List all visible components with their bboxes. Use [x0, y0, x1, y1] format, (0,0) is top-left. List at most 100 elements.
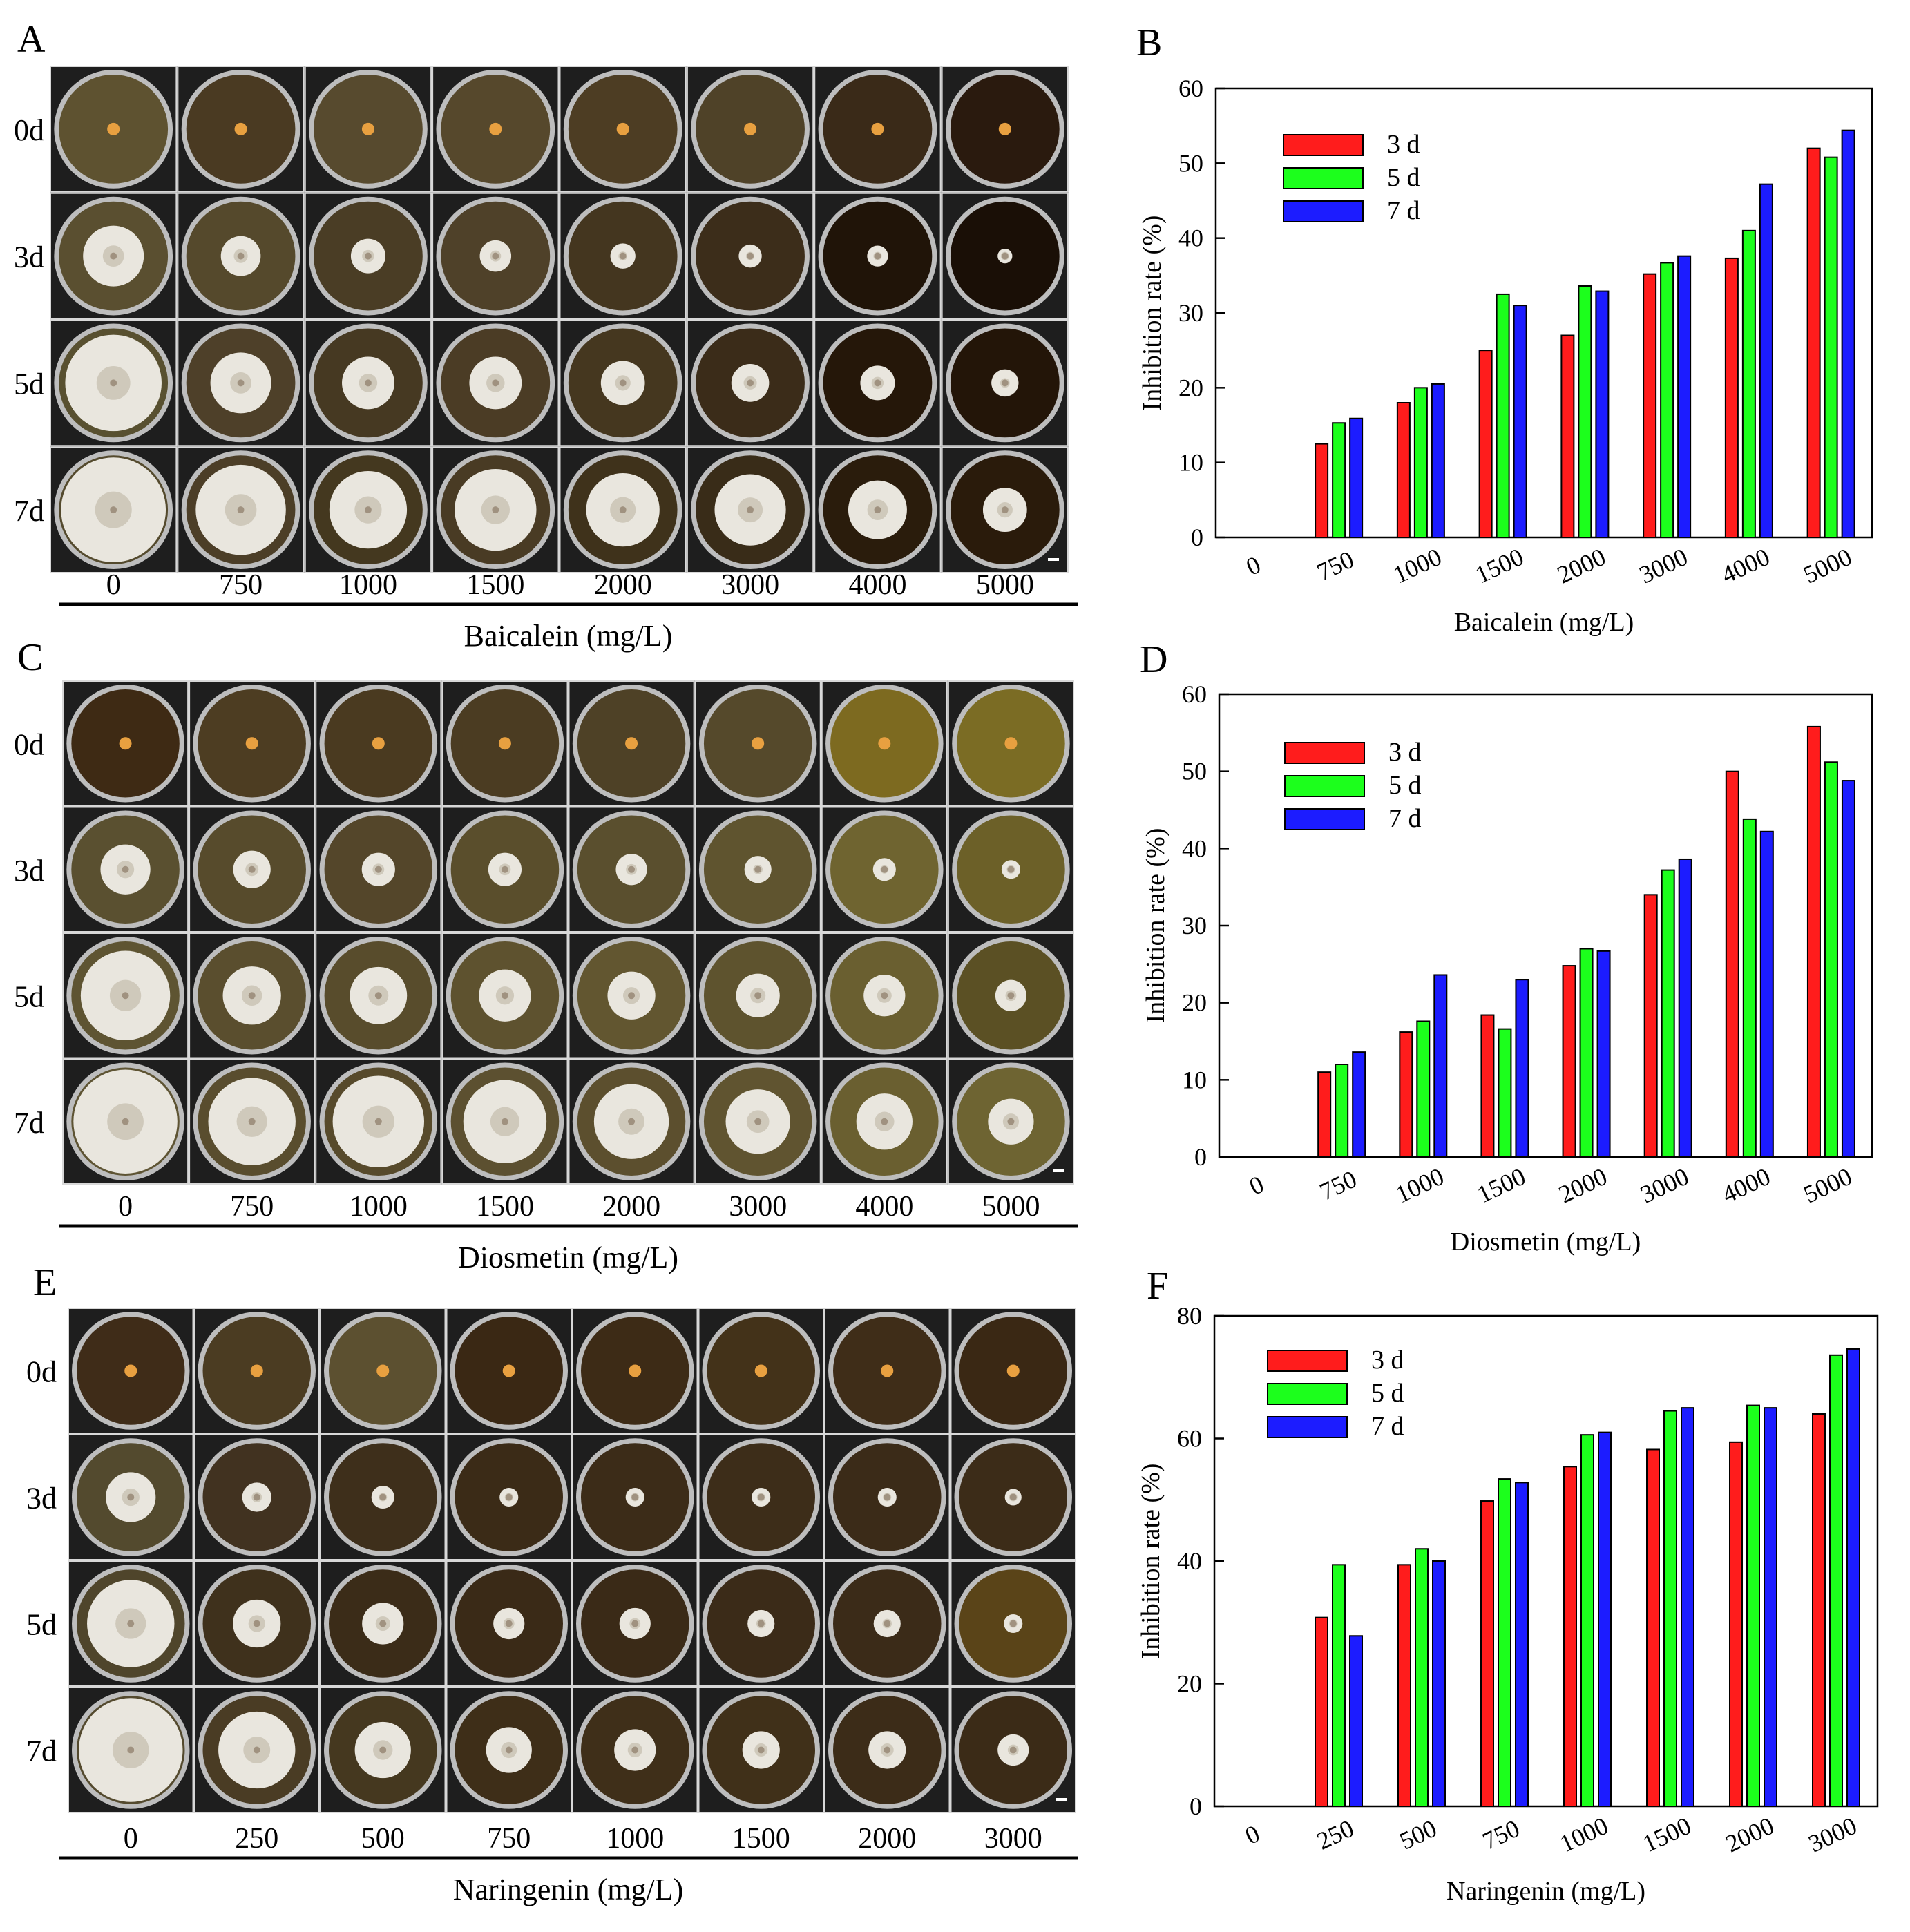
- inoculum-plug: [237, 506, 245, 514]
- inoculum-plug: [881, 1118, 888, 1125]
- concentration-label: 2000: [602, 1191, 660, 1223]
- bar-3d-5000: [1806, 147, 1821, 538]
- x-tick-label: 1000: [1389, 543, 1446, 589]
- photo-panel-A: A 0d 3d 5d 7d 0 750 1000 1500 2000 3000 4000 5000 Bai…: [14, 18, 1078, 653]
- inoculum-plug: [364, 379, 372, 387]
- inoculum-plug: [501, 992, 508, 1000]
- day-row-label: 5d: [14, 979, 44, 1013]
- y-tick-label: 20: [1178, 374, 1203, 401]
- inoculum-plug: [110, 252, 117, 260]
- x-tick-label: 1500: [1471, 543, 1527, 589]
- bar-3d-2000: [1560, 334, 1575, 538]
- concentration-label: 0: [106, 569, 121, 601]
- inoculum-plug: [752, 737, 765, 750]
- legend-label: 3 d: [1387, 130, 1420, 159]
- inoculum-plug: [489, 122, 502, 135]
- y-tick-label: 60: [1177, 1425, 1202, 1453]
- concentration-label: 1500: [732, 1823, 790, 1855]
- bar-5d-1000: [1416, 1020, 1431, 1158]
- x-tick-label: 2000: [1721, 1812, 1778, 1858]
- y-tick-label: 30: [1182, 912, 1207, 939]
- x-tick-label: 3000: [1635, 543, 1692, 589]
- inoculum-plug: [379, 1493, 387, 1501]
- x-tick-label: 0: [1241, 1819, 1263, 1850]
- x-tick-label: 3000: [1804, 1812, 1861, 1858]
- bar-5d-4000: [1742, 818, 1757, 1158]
- inoculum-plug: [1007, 1118, 1015, 1125]
- concentration-label: 0: [124, 1823, 138, 1855]
- y-tick-label: 40: [1177, 1547, 1202, 1575]
- inoculum-plug: [884, 1493, 891, 1501]
- bar-7d-3000: [1846, 1348, 1860, 1808]
- x-axis-title: Naringenin (mg/L): [453, 1873, 684, 1906]
- inoculum-plug: [625, 737, 638, 750]
- bar-5d-2000: [1578, 285, 1592, 538]
- concentration-label: 5000: [976, 569, 1034, 601]
- bar-7d-1000: [1598, 1431, 1612, 1807]
- concentration-label: 4000: [855, 1191, 913, 1223]
- inoculum-plug: [754, 992, 762, 1000]
- y-tick-label: 10: [1182, 1066, 1207, 1093]
- bar-3d-750: [1315, 443, 1329, 538]
- day-row-label: 0d: [14, 113, 44, 147]
- inoculum-plug: [127, 1493, 135, 1501]
- inoculum-plug: [372, 737, 385, 750]
- day-row-label: 3d: [14, 854, 44, 888]
- x-tick-label: 5000: [1799, 1163, 1856, 1209]
- inoculum-plug: [119, 737, 132, 750]
- panel-letter-F: F: [1147, 1265, 1168, 1308]
- day-row-label: 3d: [14, 240, 44, 274]
- legend-swatch: [1284, 775, 1365, 797]
- y-axis-title: Inhibition rate (%): [1138, 216, 1167, 411]
- inoculum-plug: [124, 1364, 137, 1377]
- inoculum-plug: [1007, 865, 1015, 873]
- legend-swatch: [1284, 808, 1365, 830]
- x-tick-label: 1000: [1556, 1812, 1612, 1858]
- bar-7d-4000: [1759, 183, 1773, 538]
- day-row-label: 7d: [14, 1106, 44, 1140]
- inoculum-plug: [628, 865, 636, 873]
- x-tick-label: 0: [1242, 551, 1265, 581]
- concentration-label: 3000: [729, 1191, 787, 1223]
- inoculum-plug: [122, 865, 129, 873]
- inoculum-plug: [1009, 1746, 1017, 1754]
- x-axis-title: Baicalein (mg/L): [464, 619, 673, 653]
- inoculum-plug: [757, 1620, 765, 1627]
- legend-label: 5 d: [1388, 771, 1422, 800]
- legend-swatch: [1284, 742, 1365, 764]
- bar-3d-2000: [1562, 965, 1576, 1158]
- bar-7d-500: [1432, 1560, 1446, 1807]
- bar-3d-3000: [1812, 1413, 1826, 1807]
- y-tick-label: 50: [1182, 758, 1207, 785]
- y-tick-label: 40: [1178, 224, 1203, 252]
- bar-5d-750: [1332, 422, 1346, 538]
- inoculum-plug: [505, 1620, 513, 1627]
- inoculum-plug: [502, 1364, 515, 1377]
- inoculum-plug: [1001, 506, 1009, 514]
- inoculum-plug: [498, 737, 511, 750]
- inoculum-plug: [374, 992, 382, 1000]
- inoculum-plug: [998, 122, 1011, 135]
- scale-bar: [1053, 1169, 1064, 1172]
- legend: 3 d 5 d 7 d: [1283, 130, 1420, 225]
- bar-3d-3000: [1643, 894, 1658, 1158]
- inoculum-plug: [127, 1620, 135, 1627]
- x-axis-title: Baicalein (mg/L): [1454, 608, 1634, 637]
- photo-panel-E: E 0d 3d 5d 7d 0 250 500 750 1000 1500 2000 3000 Narin…: [26, 1261, 1078, 1906]
- bar-5d-3000: [1660, 262, 1674, 538]
- x-tick-label: 750: [1315, 1165, 1361, 1206]
- bar-7d-1500: [1515, 979, 1529, 1158]
- inoculum-plug: [237, 379, 245, 387]
- inoculum-plug: [631, 1620, 639, 1627]
- inoculum-plug: [245, 737, 258, 750]
- bar-5d-1500: [1663, 1410, 1677, 1807]
- inoculum-plug: [754, 1364, 767, 1377]
- y-tick-label: 30: [1178, 299, 1203, 327]
- inoculum-plug: [871, 122, 884, 135]
- legend-label: 7 d: [1371, 1412, 1404, 1441]
- inoculum-plug: [619, 379, 627, 387]
- bar-5d-3000: [1829, 1354, 1843, 1808]
- inoculum-plug: [619, 506, 627, 514]
- panel-letter-D: D: [1140, 638, 1167, 681]
